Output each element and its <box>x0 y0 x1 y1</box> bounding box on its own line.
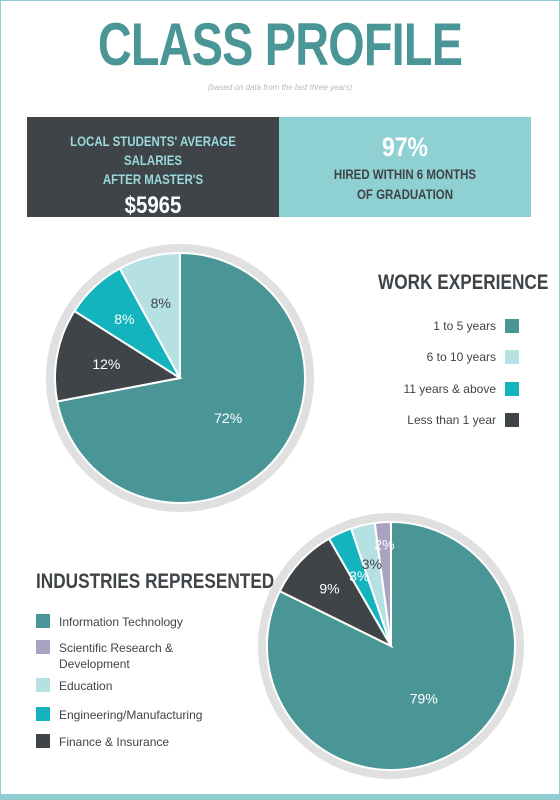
legend-item-1-to-5-years: 1 to 5 years <box>433 319 519 333</box>
legend-item-education: Education <box>36 678 112 694</box>
hired-banner: 97% HIRED WITHIN 6 MONTHS OF GRADUATION <box>279 117 531 217</box>
salary-label-line1: LOCAL STUDENTS' AVERAGE SALARIES <box>70 134 236 168</box>
legend-swatch <box>505 413 519 427</box>
legend-label: 11 years & above <box>403 382 496 396</box>
legend-label: 1 to 5 years <box>433 319 496 333</box>
pie-slice-information-technology <box>266 520 516 771</box>
work-experience-title: WORK EXPERIENCE <box>378 271 549 294</box>
legend-label: Finance & Insurance <box>59 735 170 749</box>
salary-label-line2: AFTER MASTER'S <box>102 172 204 187</box>
legend-item-6-to-10-years: 6 to 10 years <box>427 350 519 364</box>
salary-label: LOCAL STUDENTS' AVERAGE SALARIES AFTER M… <box>46 132 260 189</box>
salary-banner: LOCAL STUDENTS' AVERAGE SALARIES AFTER M… <box>27 117 279 219</box>
legend-item-engineering-manufacturing: Engineering/Manufacturing <box>36 707 202 723</box>
pie-data-label: 72% <box>214 410 242 426</box>
pie-data-label: 8% <box>114 311 134 327</box>
pie-outer-ring <box>46 244 314 512</box>
hired-label: HIRED WITHIN 6 MONTHS OF GRADUATION <box>298 165 512 205</box>
legend-swatch <box>36 640 50 654</box>
legend-swatch <box>36 707 50 721</box>
pie-slice-scientific-research-development <box>373 520 392 647</box>
pie-data-label: 3% <box>362 556 382 572</box>
hired-label-line2: OF GRADUATION <box>356 187 454 202</box>
legend-item-information-technology: Information Technology <box>36 614 183 630</box>
legend-label: Less than 1 year <box>407 413 496 427</box>
legend-item-scientific-research: Scientific Research & Development <box>36 640 173 672</box>
pie-slice-less-than-1-year <box>54 309 183 403</box>
legend-item-less-than-1-year: Less than 1 year <box>407 413 519 427</box>
legend-swatch <box>36 734 50 748</box>
bottom-accent-bar <box>0 794 560 800</box>
legend-label-line1: Scientific Research & <box>59 641 174 655</box>
pie-outer-ring <box>258 513 524 779</box>
legend-swatch <box>505 319 519 333</box>
legend-swatch <box>505 350 519 364</box>
work-experience-pie-chart: 72% 12% 8% 8% <box>46 244 314 512</box>
pie-data-label: 2% <box>374 537 394 553</box>
industries-pie-chart: 79% 9% 3%3% 2% <box>258 513 524 779</box>
page-title: CLASS PROFILE <box>97 11 463 78</box>
legend-item-11-years-above: 11 years & above <box>403 382 519 396</box>
legend-label-line2: Development <box>59 657 130 671</box>
pie-data-label: 12% <box>92 356 120 372</box>
legend-label: 6 to 10 years <box>426 350 496 364</box>
industries-title: INDUSTRIES REPRESENTED <box>36 570 275 593</box>
pie-slice-6-to-10-years <box>118 251 181 379</box>
legend-swatch <box>36 614 50 628</box>
legend-label: Information Technology <box>59 615 183 629</box>
page-subtitle: (based on data from the last three years… <box>207 83 353 92</box>
salary-value: $5965 <box>124 192 182 219</box>
legend-swatch <box>505 382 519 396</box>
legend-swatch <box>36 678 50 692</box>
pie-data-label: 9% <box>319 580 339 596</box>
pie-data-label: 3% <box>349 568 369 584</box>
hired-value: 97% <box>382 132 428 162</box>
legend-label: Engineering/Manufacturing <box>59 708 203 722</box>
legend-label: Scientific Research & Development <box>59 640 173 672</box>
legend-item-finance-insurance: Finance & Insurance <box>36 734 169 750</box>
pie-data-label: 8% <box>151 295 171 311</box>
legend-label: Education <box>59 679 113 693</box>
pie-data-label: 79% <box>410 691 438 707</box>
hired-label-line1: HIRED WITHIN 6 MONTHS <box>333 167 477 182</box>
